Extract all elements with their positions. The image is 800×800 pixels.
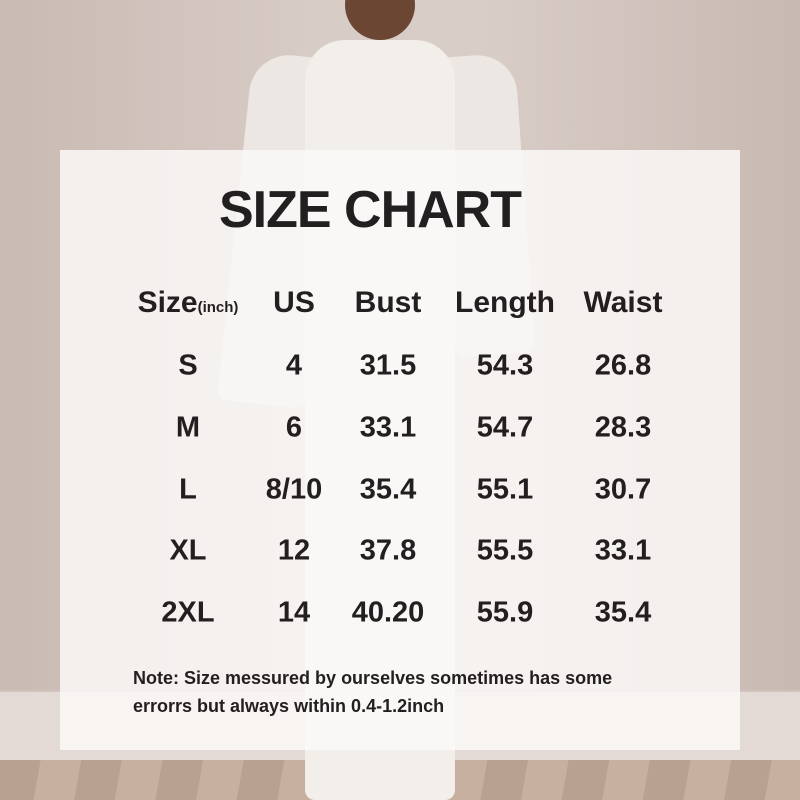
- cell-size: M: [175, 411, 201, 444]
- cell-bust: 37.8: [359, 534, 417, 567]
- cell-waist: 30.7: [594, 473, 652, 506]
- cell-us: 14: [277, 596, 311, 629]
- cell-waist: 26.8: [594, 349, 652, 382]
- cell-us: 4: [285, 349, 303, 382]
- chart-title: SIZE CHART: [219, 181, 522, 239]
- cell-waist: 28.3: [594, 411, 652, 444]
- cell-waist: 35.4: [594, 596, 652, 629]
- cell-us: 12: [277, 534, 311, 567]
- note: Note: Size messured by ourselves sometim…: [133, 664, 693, 720]
- cell-waist: 33.1: [594, 534, 652, 567]
- cell-bust: 40.20: [351, 596, 425, 629]
- cell-size: S: [178, 349, 198, 382]
- cell-bust: 31.5: [359, 349, 417, 382]
- header-waist: Waist: [583, 286, 663, 319]
- note-line-2: errorrs but always within 0.4-1.2inch: [133, 696, 445, 716]
- cell-bust: 33.1: [359, 411, 417, 444]
- cell-length: 54.7: [476, 411, 534, 444]
- header-bust: Bust: [354, 286, 422, 319]
- note-line-1: Note: Size messured by ourselves sometim…: [133, 668, 613, 688]
- cell-length: 55.5: [476, 534, 534, 567]
- cell-bust: 35.4: [359, 473, 417, 506]
- header-us: US: [273, 286, 315, 319]
- cell-size: XL: [169, 534, 207, 567]
- size-chart-panel: [60, 150, 740, 750]
- cell-size: 2XL: [161, 596, 215, 629]
- cell-length: 54.3: [476, 349, 534, 382]
- header-size-unit: (inch): [197, 299, 239, 316]
- cell-length: 55.9: [476, 596, 534, 629]
- cell-size: L: [179, 473, 197, 506]
- header-length: Length: [455, 286, 555, 319]
- header-size: Size(inch): [137, 286, 239, 319]
- cell-length: 55.1: [476, 473, 534, 506]
- cell-us: 8/10: [265, 473, 323, 506]
- cell-us: 6: [285, 411, 303, 444]
